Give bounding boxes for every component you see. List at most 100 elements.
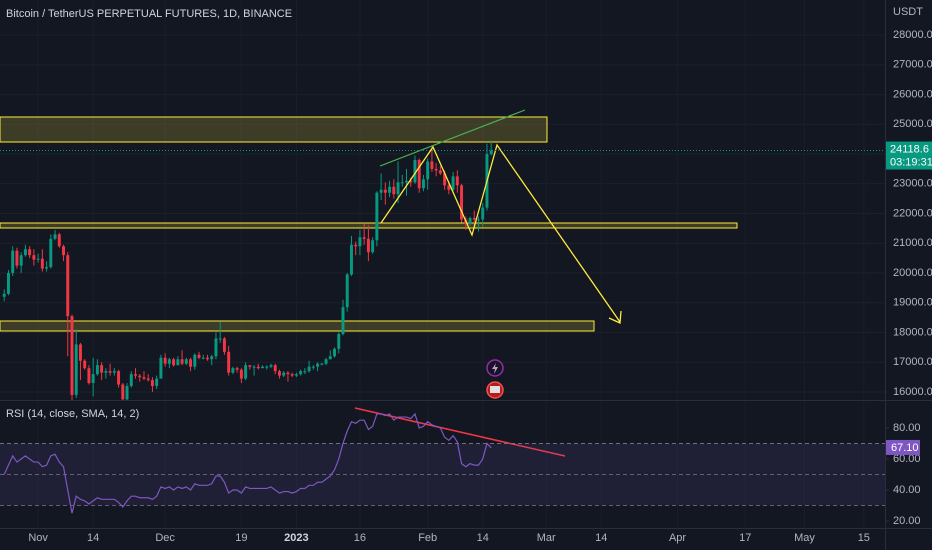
arrow-head [608, 310, 622, 324]
candle-body [167, 359, 171, 364]
trend-line [379, 109, 526, 167]
candle-body [405, 180, 408, 183]
candle-body [413, 160, 417, 183]
candle-body [248, 365, 252, 367]
candle-body [256, 366, 260, 369]
candle-body [489, 150, 493, 155]
candle-body [104, 371, 108, 373]
candle-body [400, 182, 404, 184]
candle-body [138, 375, 142, 378]
candle-body [184, 359, 188, 364]
candle-body [481, 207, 485, 220]
y-tick-label: 18000.0 [893, 326, 932, 338]
candle-body [57, 234, 61, 247]
candle-body [341, 307, 345, 334]
currency-label: USDT [893, 6, 923, 18]
candle-body [265, 366, 269, 368]
drawings [354, 109, 622, 457]
candle-body [299, 371, 303, 375]
x-tick-label: 16 [354, 532, 366, 544]
candle-body [434, 168, 438, 171]
candle-body [426, 161, 430, 180]
candle-body [294, 374, 298, 376]
candle-body [451, 176, 455, 190]
y-tick-label: 22000.0 [893, 207, 932, 219]
candle-body [362, 237, 366, 239]
x-tick-label: Nov [28, 532, 48, 544]
candle-body [455, 176, 459, 186]
grid [885, 427, 889, 522]
candle-body [345, 274, 349, 308]
rsi-label: RSI (14, close, SMA, 14, 2) [6, 408, 139, 420]
x-tick-label: 2023 [284, 532, 308, 544]
x-tick-label: Apr [669, 532, 686, 544]
candle-body [286, 372, 290, 375]
candle-body [218, 338, 222, 340]
candle-body [421, 179, 425, 189]
candle-body [28, 249, 32, 256]
candle-body [472, 217, 476, 220]
candle-body [49, 238, 53, 268]
last-price-label: 24118.6 [890, 143, 929, 155]
rsi-trend-line [354, 407, 566, 457]
candle-body [383, 189, 387, 193]
candle-body [324, 359, 328, 364]
candle-body [189, 359, 193, 367]
candle-body [282, 372, 286, 376]
candle-body [134, 374, 137, 376]
candle-body [337, 333, 341, 349]
candle-body [388, 186, 392, 193]
y-tick-label: 20000.0 [893, 267, 932, 279]
candle-body [277, 371, 281, 376]
chart-title: Bitcoin / TetherUS PERPETUAL FUTURES, 1D… [6, 8, 292, 20]
candle-body [311, 366, 315, 368]
candle-body [371, 240, 375, 253]
candle-body [40, 258, 44, 269]
x-tick-label: 17 [739, 532, 751, 544]
candle-body [366, 238, 370, 253]
candle-body [231, 368, 235, 373]
candle-body [468, 217, 472, 224]
candle-body [6, 273, 10, 294]
candle-body [66, 255, 70, 317]
candle-body [210, 356, 214, 360]
candle-body [163, 357, 167, 364]
candle-body [193, 354, 197, 367]
candle-body [125, 386, 129, 400]
candle-body [112, 371, 116, 373]
y-tick-label: 17000.0 [893, 356, 932, 368]
x-tick-label: Dec [155, 532, 175, 544]
candle-body [180, 359, 184, 364]
axes: 16000.0 17000.0 18000.0 19000.0 20000.0 21000… [28, 29, 932, 544]
candle-body [142, 377, 146, 379]
candle-body [201, 357, 205, 359]
candle-body [87, 368, 91, 384]
candle-body [239, 369, 243, 379]
candle-body [2, 293, 6, 297]
candle-body [307, 366, 311, 372]
candle-body [100, 365, 104, 373]
y-tick-label: 28000.0 [893, 29, 932, 41]
y-tick-label: 21000.0 [893, 237, 932, 249]
candle-body [19, 255, 23, 266]
candle-body [108, 371, 112, 373]
candle-body [460, 185, 464, 220]
candle-body [121, 384, 125, 400]
rsi-last-tag [886, 439, 920, 455]
candle-body [91, 374, 95, 384]
countdown-label: 03:19:31 [890, 156, 932, 168]
candle-body [443, 173, 447, 186]
candle-body [358, 237, 362, 247]
y-tick-label: 27000.0 [893, 59, 932, 71]
candle-body [333, 348, 337, 357]
candle-body [320, 363, 324, 365]
zone [0, 116, 548, 143]
candle-body [354, 244, 358, 247]
candle-body [227, 351, 231, 373]
rsi-tick-label: 40.00 [893, 484, 921, 496]
candle-body [83, 360, 87, 369]
candle-body [430, 161, 434, 169]
candle-body [396, 182, 400, 195]
